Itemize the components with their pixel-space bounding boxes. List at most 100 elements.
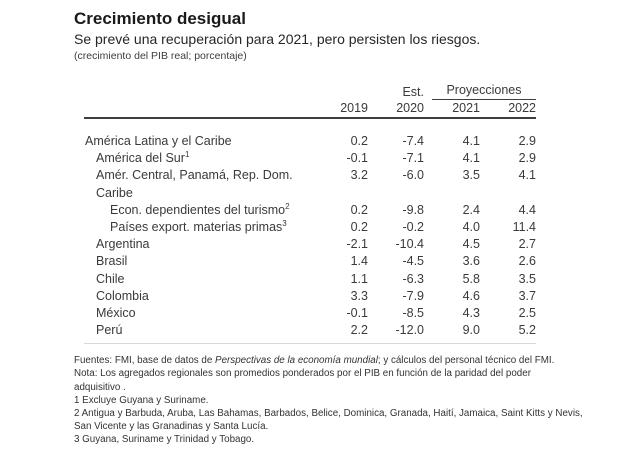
regional-note-line: adquisitivo . [74, 381, 126, 393]
value-cell: 4.0 [462, 219, 480, 234]
footnote-marker: 1 [184, 150, 190, 160]
table-row: Caribe [84, 185, 536, 202]
value-cell: 1.1 [350, 271, 368, 286]
value-cell: 9.0 [462, 323, 480, 338]
value-cell: 3.2 [350, 168, 368, 183]
row-label: Brasil [84, 253, 312, 270]
value-cell: -7.4 [402, 134, 424, 148]
value-cell: 2.6 [518, 254, 536, 269]
year-column-header: 2021 [452, 101, 480, 115]
value-cell: -8.5 [402, 305, 424, 320]
value-cell [368, 185, 424, 202]
value-cell: -9.8 [402, 202, 424, 217]
row-label-text: Caribe [96, 185, 133, 200]
footnote-2-line: 2 Antigua y Barbuda, Aruba, Las Bahamas,… [74, 408, 583, 420]
table-row: México -0.1 -8.5 4.3 2.5 [84, 305, 536, 322]
value-cell: 3.7 [518, 288, 536, 303]
row-label-text: Brasil [96, 254, 128, 269]
footnote-1: 1 Excluye Guyana y Suriname. [74, 394, 209, 406]
source-italic-title: Perspectivas de la economía mundial [215, 355, 378, 367]
year-column-header: 2020 [396, 101, 424, 115]
column-group-header-row: Est. Proyecciones [84, 83, 536, 100]
value-cell: 11.4 [512, 219, 536, 234]
value-cell [312, 185, 368, 202]
value-cell: -10.4 [395, 237, 425, 252]
value-cell: -12.0 [395, 323, 425, 338]
value-cell: 0.2 [350, 134, 368, 148]
row-label-text: Chile [96, 271, 125, 286]
row-label-text: América Latina y el Caribe [85, 134, 232, 148]
row-label-text: México [96, 305, 136, 320]
value-cell: 2.9 [518, 134, 536, 148]
footnote-marker: 2 [285, 201, 290, 211]
figure-title: Crecimiento desigual [74, 9, 246, 28]
value-cell: 2.9 [518, 151, 536, 166]
projections-column-group-label: Proyecciones [432, 83, 536, 100]
row-label: Caribe [84, 185, 312, 202]
source-text-part: ; y cálculos del personal técnico del FM… [377, 355, 555, 367]
row-label-text: Colombia [96, 288, 149, 303]
row-label-text: Perú [96, 323, 123, 338]
value-cell: 3.5 [518, 271, 536, 286]
value-cell: -2.1 [346, 237, 368, 252]
estimate-column-group-label: Est. [402, 85, 424, 99]
value-cell: -7.9 [402, 288, 424, 303]
value-cell: 4.1 [462, 151, 480, 166]
value-cell: 3.6 [462, 254, 480, 269]
value-cell: 0.2 [350, 202, 368, 217]
row-label: América Latina y el Caribe [84, 133, 312, 150]
value-cell: 2.7 [518, 237, 536, 252]
table-body: América Latina y el Caribe 0.2 -7.4 4.1 … [84, 133, 536, 339]
value-cell: 5.8 [462, 271, 480, 286]
row-label-text: Países export. materias primas [110, 219, 283, 234]
spacer-cell [84, 100, 312, 117]
row-label: Econ. dependientes del turismo2 [84, 202, 312, 219]
value-cell: -0.1 [346, 151, 368, 166]
row-label-text: América del Sur [96, 151, 185, 166]
row-label-text: Amér. Central, Panamá, Rep. Dom. [96, 168, 293, 183]
value-cell: -0.2 [402, 219, 424, 234]
footnotes-block: Fuentes: FMI, base de datos de Perspecti… [74, 354, 638, 446]
regional-note-line: Nota: Los agregados regionales son prome… [74, 368, 531, 380]
footnote-3: 3 Guyana, Suriname y Trinidad y Tobago. [74, 434, 255, 446]
table-row: Perú 2.2 -12.0 9.0 5.2 [84, 322, 536, 339]
table-row: Argentina -2.1 -10.4 4.5 2.7 [84, 236, 536, 253]
value-cell: 0.2 [350, 219, 368, 234]
row-label: Chile [84, 271, 312, 288]
value-cell: -6.3 [402, 271, 424, 286]
value-cell [424, 185, 480, 202]
row-label: Argentina [84, 236, 312, 253]
row-label-text: Argentina [96, 237, 150, 252]
growth-table: Est. Proyecciones 2019 2020 2021 2022 Am… [84, 83, 536, 339]
year-column-header: 2019 [340, 101, 368, 115]
row-label: Países export. materias primas3 [84, 219, 312, 236]
value-cell: -6.0 [402, 168, 424, 183]
value-cell: 4.1 [462, 134, 480, 148]
table-row: América Latina y el Caribe 0.2 -7.4 4.1 … [84, 133, 536, 150]
table-row: Colombia 3.3 -7.9 4.6 3.7 [84, 288, 536, 305]
value-cell: 4.1 [518, 168, 536, 183]
table-row: Países export. materias primas3 0.2 -0.2… [84, 219, 536, 236]
row-label: Colombia [84, 288, 312, 305]
row-label: Amér. Central, Panamá, Rep. Dom. [84, 167, 312, 184]
value-cell: 3.5 [462, 168, 480, 183]
figure-unit-caption: (crecimiento del PIB real; porcentaje) [74, 50, 247, 62]
value-cell: 4.5 [462, 237, 480, 252]
figure-subtitle: Se prevé una recuperación para 2021, per… [74, 31, 481, 47]
value-cell: -0.1 [346, 305, 368, 320]
value-cell: 2.4 [462, 202, 480, 217]
year-column-header: 2022 [508, 101, 536, 115]
value-cell: 4.3 [462, 305, 480, 320]
row-label: América del Sur1 [84, 150, 312, 167]
table-row: Econ. dependientes del turismo2 0.2 -9.8… [84, 202, 536, 219]
value-cell: 4.6 [462, 288, 480, 303]
value-cell: -4.5 [402, 254, 424, 269]
table-row: Brasil 1.4 -4.5 3.6 2.6 [84, 253, 536, 270]
table-row: América del Sur1 -0.1 -7.1 4.1 2.9 [84, 150, 536, 167]
footnote-marker: 3 [282, 218, 287, 228]
value-cell: 2.2 [350, 323, 368, 338]
value-cell: 4.4 [518, 202, 536, 217]
year-header-row: 2019 2020 2021 2022 [84, 100, 536, 119]
value-cell: 1.4 [350, 254, 368, 269]
